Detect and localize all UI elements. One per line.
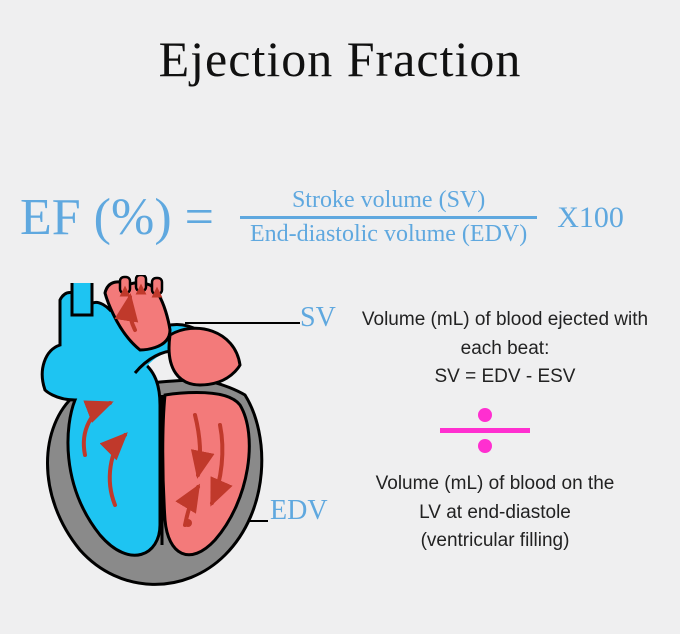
divide-icon <box>440 408 530 453</box>
formula-lhs: EF (%) = <box>20 188 214 247</box>
page-title: Ejection Fraction <box>0 30 680 88</box>
heart-svg <box>20 275 300 595</box>
formula-multiplier: X100 <box>557 201 624 235</box>
formula-fraction: Stroke volume (SV) End-diastolic volume … <box>240 185 537 250</box>
heart-left-atrium <box>169 328 240 385</box>
sv-label: SV <box>300 302 336 334</box>
divide-dot-bottom <box>478 439 492 453</box>
sv-definition: Volume (mL) of blood ejected with each b… <box>350 306 660 392</box>
divide-dot-top <box>478 408 492 422</box>
heart-diagram <box>20 275 300 595</box>
edv-label: EDV <box>270 495 328 527</box>
edv-line2: LV at end-diastole <box>419 502 571 523</box>
sv-line2: each beat: <box>461 338 550 359</box>
edv-line3: (ventricular filling) <box>421 530 570 551</box>
edv-line1: Volume (mL) of blood on the <box>376 473 615 494</box>
divide-bar <box>440 428 530 433</box>
formula-numerator: Stroke volume (SV) <box>282 185 495 216</box>
edv-pointer-dot <box>184 519 192 527</box>
sv-line1: Volume (mL) of blood ejected with <box>362 309 648 330</box>
formula-denominator: End-diastolic volume (EDV) <box>240 219 537 250</box>
ef-formula: EF (%) = Stroke volume (SV) End-diastoli… <box>20 185 660 250</box>
heart-svc <box>72 283 92 315</box>
sv-line3: SV = EDV - ESV <box>435 366 576 387</box>
edv-definition: Volume (mL) of blood on the LV at end-di… <box>330 470 660 556</box>
